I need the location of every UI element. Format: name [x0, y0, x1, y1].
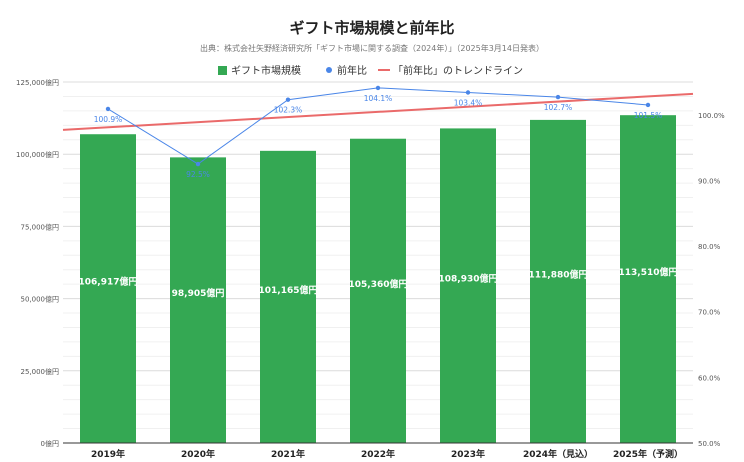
right-axis-tick-label: 60.0% — [698, 374, 721, 382]
yoy-point-label: 92.5% — [186, 170, 210, 179]
bar-market-size — [170, 157, 226, 443]
x-axis-tick-label: 2025年（予測） — [613, 448, 683, 460]
left-axis: 0億円 25,000億円 50,000億円 75,000億円 100,000億円 125,… — [16, 78, 59, 448]
bar-value-label: 101,165億円 — [259, 284, 318, 296]
right-axis: 50.0% 60.0% 70.0% 80.0% 90.0% 100.0% — [698, 112, 725, 448]
bar-value-label: 105,360億円 — [349, 278, 408, 290]
right-axis-tick-label: 80.0% — [698, 243, 721, 251]
yoy-point-label: 104.1% — [364, 94, 393, 103]
left-axis-tick-label: 50,000億円 — [21, 295, 60, 304]
bar-market-size — [260, 150, 316, 443]
yoy-point — [555, 94, 561, 100]
yoy-point — [375, 85, 381, 91]
yoy-point-label: 100.9% — [94, 115, 123, 124]
yoy-point-label: 102.7% — [544, 103, 573, 112]
yoy-line: 100.9% 92.5% 102.3% 104.1% 103.4% 102.7% 101.5… — [94, 85, 663, 179]
yoy-point — [645, 102, 651, 108]
legend-label-market-size: ギフト市場規模 — [231, 64, 301, 77]
left-axis-tick-label: 75,000億円 — [21, 222, 60, 231]
right-axis-tick-label: 90.0% — [698, 177, 721, 185]
bar-value-label: 108,930億円 — [439, 273, 498, 285]
yoy-point — [105, 106, 111, 112]
left-axis-tick-label: 100,000億円 — [16, 150, 59, 159]
bar-market-size — [440, 128, 496, 443]
bar-value-label: 113,510億円 — [619, 266, 678, 278]
x-axis-tick-label: 2019年 — [91, 448, 125, 460]
bar-market-size — [620, 115, 676, 444]
yoy-point-label: 103.4% — [454, 99, 483, 108]
legend-swatch-market-size — [218, 66, 227, 75]
yoy-point-label: 102.3% — [274, 106, 303, 115]
x-axis-tick-label: 2020年 — [181, 448, 215, 460]
chart-title: ギフト市場規模と前年比 — [289, 19, 454, 37]
yoy-point — [195, 161, 201, 167]
chart-subtitle: 出典：株式会社矢野経済研究所「ギフト市場に関する調査（2024年）」（2025年… — [200, 43, 544, 53]
x-axis-tick-label: 2021年 — [271, 448, 305, 460]
x-axis-tick-label: 2024年（見込） — [523, 448, 593, 460]
left-axis-tick-label: 25,000億円 — [21, 367, 60, 376]
x-axis-tick-label: 2022年 — [361, 448, 395, 460]
x-axis-tick-label: 2023年 — [451, 448, 485, 460]
bar-value-label: 106,917億円 — [79, 276, 138, 288]
bars: 106,917億円 98,905億円 101,165億円 105,360億円 108,9… — [79, 115, 678, 444]
bar-value-label: 98,905億円 — [172, 287, 225, 299]
legend: ギフト市場規模 前年比 「前年比」のトレンドライン — [218, 64, 523, 77]
bar-value-label: 111,880億円 — [529, 268, 588, 280]
legend-label-trendline: 「前年比」のトレンドライン — [393, 64, 523, 77]
left-axis-tick-label: 125,000億円 — [16, 78, 59, 87]
bar-market-size — [530, 119, 586, 443]
legend-swatch-yoy — [326, 67, 332, 73]
legend-label-yoy: 前年比 — [337, 64, 367, 77]
yoy-point — [285, 97, 291, 102]
yoy-point-label: 101.5% — [634, 111, 663, 120]
right-axis-tick-label: 100.0% — [698, 112, 725, 120]
left-axis-tick-label: 0億円 — [41, 439, 59, 448]
right-axis-tick-label: 70.0% — [698, 309, 721, 317]
bar-market-size — [80, 134, 136, 444]
yoy-point — [465, 90, 471, 95]
x-axis: 2019年 2020年 2021年 2022年 2023年 2024年（見込） 2025年（… — [63, 442, 693, 460]
right-axis-tick-label: 50.0% — [698, 440, 721, 448]
bar-market-size — [350, 138, 406, 443]
